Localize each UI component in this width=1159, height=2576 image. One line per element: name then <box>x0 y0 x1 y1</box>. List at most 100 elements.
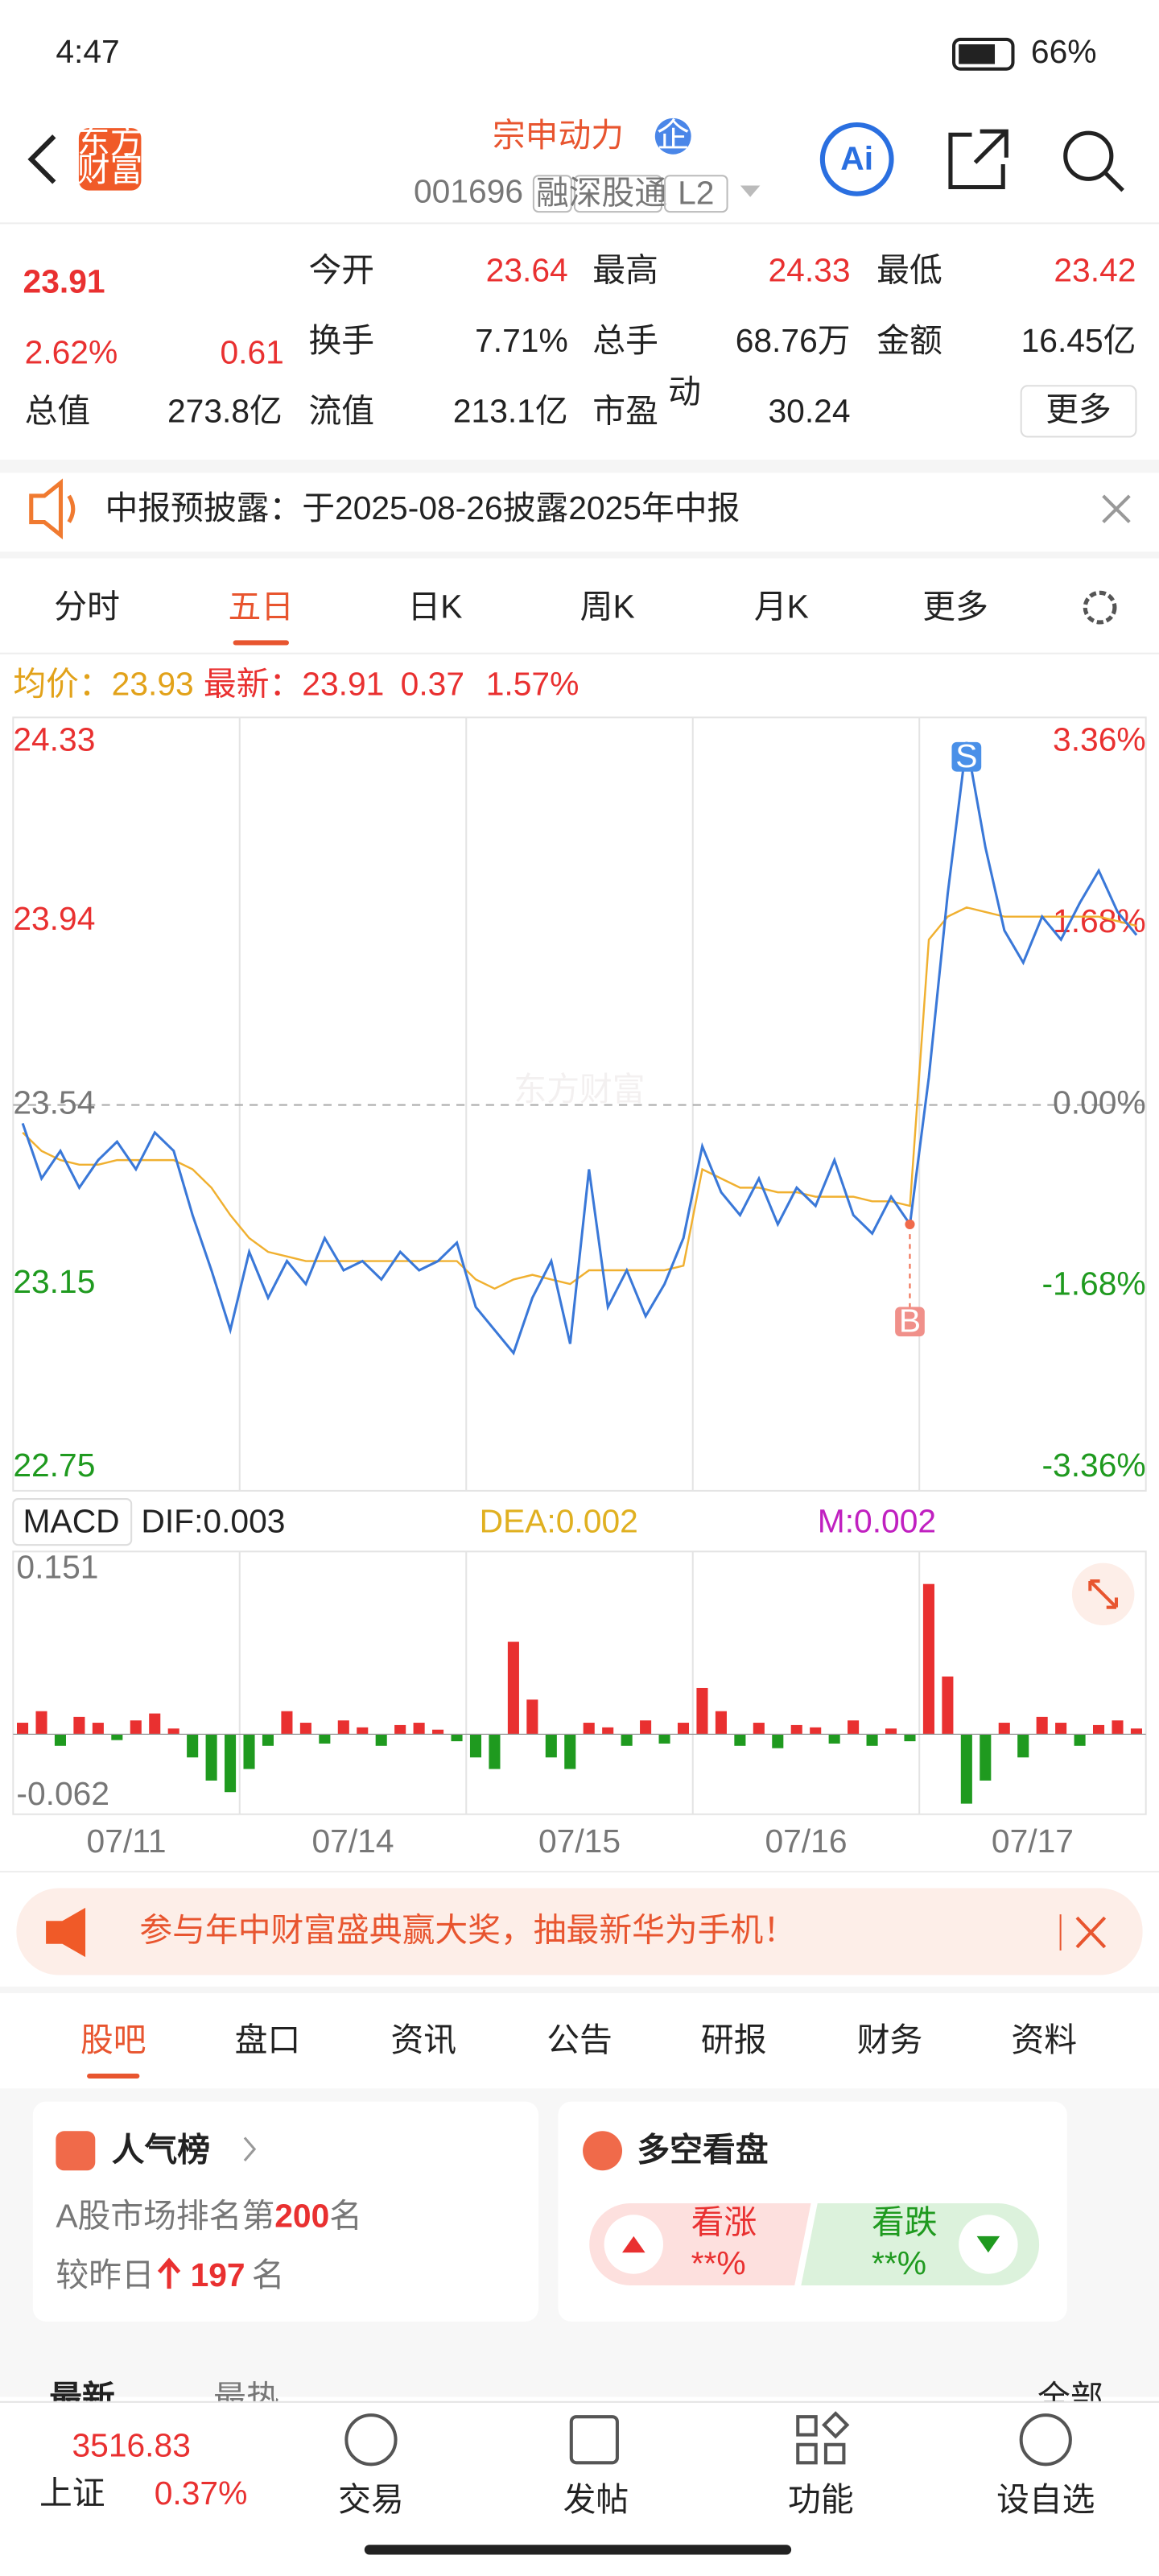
watchlist-icon <box>1019 2413 1072 2467</box>
dropdown[interactable] <box>740 185 761 197</box>
tag: 深股通 <box>569 174 667 211</box>
macd-bar <box>1112 1720 1124 1735</box>
notice-icon <box>29 478 76 540</box>
macd-bar <box>734 1734 746 1746</box>
macd-dif: DIF:0.003 <box>141 1502 285 1539</box>
tab[interactable]: 资料 <box>1011 2021 1077 2058</box>
y-tick-label: 23.15 <box>13 1263 95 1300</box>
macd-bar <box>545 1734 557 1758</box>
macd-bar <box>696 1687 708 1735</box>
sentiment-title: 多空看盘 <box>637 2132 768 2169</box>
rank-change: 较昨日 197 名 <box>56 2256 284 2293</box>
macd-frame <box>12 1550 1147 1815</box>
ai-button[interactable] <box>819 122 894 196</box>
macd-bar <box>17 1723 29 1735</box>
search-button[interactable] <box>1063 130 1114 181</box>
macd-bar <box>130 1720 142 1735</box>
y2-tick-label: 0.00% <box>1053 1084 1146 1121</box>
tab[interactable]: 分时 <box>54 588 120 625</box>
tab[interactable]: 周K <box>580 588 635 625</box>
macd-bar <box>1093 1724 1105 1735</box>
stat-value: 273.8亿 <box>167 393 283 430</box>
y2-tick-label: 3.36% <box>1053 721 1146 758</box>
stock-code: 001696 <box>414 172 523 209</box>
home-indicator <box>364 2545 792 2555</box>
close-notice[interactable] <box>1102 494 1131 524</box>
change-suffix: 名 <box>252 2256 285 2293</box>
tab[interactable]: 盘口 <box>235 2021 301 2058</box>
stat-value: 16.45亿 <box>1021 322 1136 359</box>
settings-button[interactable] <box>1083 590 1117 625</box>
chart-frame <box>12 716 1147 1492</box>
nav-item[interactable]: 设自选 <box>996 2481 1095 2518</box>
battery-level <box>959 44 996 64</box>
change: 0.61 <box>220 333 283 370</box>
stat-label: 总值 <box>25 393 91 430</box>
tab[interactable]: 财务 <box>857 2021 923 2058</box>
more-button[interactable] <box>1020 385 1137 438</box>
macd-bar <box>187 1734 199 1758</box>
divider <box>0 551 1159 559</box>
stat-label: 金额 <box>876 322 942 359</box>
nav-item[interactable]: 功能 <box>788 2481 854 2518</box>
tag-box <box>664 175 728 213</box>
bear-label: 看跌 <box>872 2203 938 2240</box>
macd-bar <box>432 1729 444 1735</box>
macd-bar <box>413 1723 425 1735</box>
stat-label: 市盈 <box>592 393 658 430</box>
macd-bar <box>281 1711 293 1735</box>
notice[interactable]: 中报预披露：于2025-08-26披露2025年中报 <box>105 489 740 526</box>
tab[interactable]: 日K <box>408 588 463 625</box>
nav-item[interactable]: 发帖 <box>563 2481 629 2518</box>
latest-change-pct: 1.57% <box>486 665 580 702</box>
change-prefix: 较昨日 <box>56 2256 154 2293</box>
battery-icon <box>952 37 1015 71</box>
macd-bar <box>1074 1734 1086 1746</box>
macd-bar <box>299 1723 311 1735</box>
tag: 融 <box>536 174 569 211</box>
macd-bar <box>469 1734 482 1758</box>
index-value[interactable]: 3516.83 <box>72 2427 190 2464</box>
macd-bar <box>866 1734 878 1746</box>
tab[interactable]: 月K <box>754 588 809 625</box>
back-button[interactable] <box>27 134 56 184</box>
stock-name: 宗申动力 <box>493 117 624 154</box>
macd-selector[interactable] <box>12 1498 133 1546</box>
tab[interactable]: 资讯 <box>390 2021 456 2058</box>
x-tick-label: 07/11 <box>87 1823 167 1860</box>
expand-icon <box>1088 1579 1119 1609</box>
macd-title[interactable]: MACD <box>23 1502 120 1539</box>
nav-item[interactable]: 交易 <box>338 2481 404 2518</box>
macd-bar <box>319 1734 331 1744</box>
search-handle <box>1103 171 1124 192</box>
share-button[interactable] <box>948 129 1008 190</box>
macd-bar <box>583 1723 595 1735</box>
macd-bar <box>526 1699 538 1735</box>
banner[interactable] <box>16 1888 1143 1975</box>
watermark: 东方财富 <box>514 1071 645 1108</box>
macd-bar <box>357 1727 369 1735</box>
function-icon <box>796 2411 850 2465</box>
banner-close[interactable] <box>1075 1916 1107 1949</box>
price-line <box>21 741 1138 1356</box>
macd-bar <box>149 1713 161 1735</box>
change-value: 197 <box>191 2256 245 2293</box>
tab[interactable]: 研报 <box>701 2021 767 2058</box>
stat-value: 7.71% <box>475 322 568 359</box>
tab[interactable]: 公告 <box>547 2021 612 2058</box>
tab-underline <box>233 640 289 646</box>
macd-bar <box>715 1711 727 1735</box>
up-arrow <box>157 2257 181 2289</box>
tab-underline <box>87 2073 140 2079</box>
stat-label: 流值 <box>308 393 374 430</box>
logo[interactable] <box>78 128 142 191</box>
popularity-card[interactable] <box>32 2101 539 2322</box>
stat-label: 今开 <box>308 251 374 288</box>
macd-bar <box>205 1734 217 1781</box>
tab[interactable]: 股吧 <box>80 2021 146 2058</box>
tab[interactable]: 五日 <box>229 588 295 625</box>
tab[interactable]: 更多 <box>922 588 988 625</box>
rank-prefix: A股市场排名第 <box>56 2197 274 2234</box>
macd-bar <box>904 1734 916 1742</box>
macd-bar <box>942 1676 954 1735</box>
